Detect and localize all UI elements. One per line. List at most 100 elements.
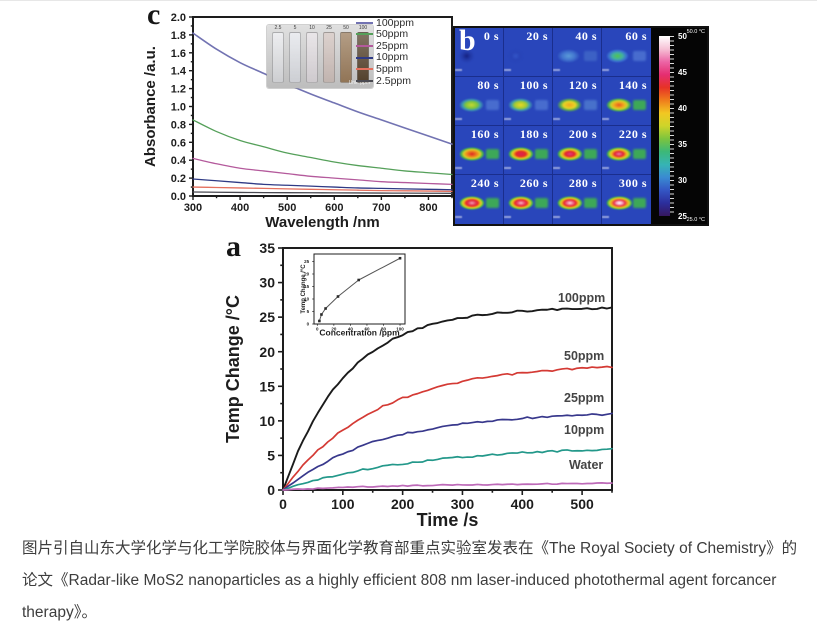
- svg-text:50ppm: 50ppm: [564, 349, 604, 363]
- frame-artifact: [602, 216, 609, 218]
- frame-artifact: [455, 216, 462, 218]
- thermal-hotspot: [606, 98, 633, 112]
- absorbance-chart: 300 400 500 600 700 800 0.0 0.2 0.4 0.6 0.8 1.0 1.2 1…: [142, 12, 453, 231]
- data-point: [324, 307, 327, 310]
- svg-text:0: 0: [316, 326, 319, 331]
- legend-entry: 50ppm: [356, 29, 414, 41]
- svg-text:Absorbance /a.u.: Absorbance /a.u.: [142, 46, 159, 167]
- legend-line-swatch: [356, 33, 373, 36]
- svg-text:0: 0: [267, 482, 275, 498]
- svg-text:0: 0: [307, 322, 310, 327]
- legend-label: 50ppm: [376, 28, 409, 41]
- frame-artifact: [455, 69, 462, 71]
- legend-label: 25ppm: [376, 39, 409, 52]
- caption-line-3: therapy》。: [22, 604, 97, 621]
- thermal-tail: [535, 198, 548, 208]
- svg-text:0.0: 0.0: [171, 191, 186, 203]
- page-top-divider: [0, 0, 817, 1]
- data-point: [318, 319, 321, 323]
- thermal-tail: [584, 51, 597, 61]
- thermal-frame-grid: 0 s 20 s 40 s 60 s 80 s 100 s 120 s 140 s 160 s 1…: [455, 28, 651, 224]
- frame-time-label: 0 s: [483, 29, 499, 43]
- cuvette-concentration-label: 10: [309, 25, 315, 31]
- svg-text:80: 80: [381, 326, 387, 331]
- svg-text:100: 100: [396, 326, 404, 331]
- scale-tick-label: 25: [678, 212, 687, 221]
- frame-time-label: 160 s: [470, 127, 499, 141]
- frame-artifact: [602, 69, 609, 71]
- svg-text:600: 600: [325, 202, 343, 214]
- frame-time-label: 100 s: [519, 78, 548, 92]
- scale-gradient: [659, 36, 670, 216]
- absorbance-legend: 100ppm 50ppm 25ppm 10ppm 5ppm 2.5ppm: [356, 17, 414, 87]
- thermal-tail: [486, 100, 499, 110]
- legend-line-swatch: [356, 44, 373, 47]
- svg-text:100: 100: [331, 496, 355, 512]
- thermal-hotspot: [508, 196, 535, 210]
- thermal-frame: 140 s: [602, 77, 651, 126]
- svg-text:500: 500: [570, 496, 594, 512]
- svg-text:20: 20: [304, 272, 310, 277]
- svg-text:25ppm: 25ppm: [564, 391, 604, 405]
- frame-artifact: [455, 167, 462, 169]
- absorbance-axes: 300 400 500 600 700 800 0.0 0.2 0.4 0.6 0.8 1.0 1.2 1…: [142, 12, 453, 231]
- svg-text:30: 30: [259, 275, 275, 291]
- frame-time-label: 60 s: [625, 29, 647, 43]
- scale-tick-label: 45: [678, 68, 687, 77]
- figure-caption: 图片引自山东大学化学与化工学院胶体与界面化学教育部重点实验室发表在《The Ro…: [22, 533, 804, 629]
- thermal-frame: 80 s: [455, 77, 504, 126]
- frame-artifact: [553, 69, 560, 71]
- frame-artifact: [602, 118, 609, 120]
- svg-text:0.6: 0.6: [171, 137, 186, 149]
- svg-text:25: 25: [304, 259, 310, 264]
- legend-entry: 5ppm: [356, 63, 414, 75]
- legend-label: 2.5ppm: [376, 74, 412, 87]
- thermal-hotspot: [459, 49, 475, 63]
- frame-artifact: [504, 167, 511, 169]
- thermal-tail: [486, 149, 499, 159]
- svg-text:400: 400: [231, 202, 249, 214]
- legend-line-swatch: [356, 79, 373, 82]
- scale-tick-label: 50: [678, 32, 687, 41]
- frame-time-label: 280 s: [568, 176, 597, 190]
- thermal-tail: [633, 51, 646, 61]
- thermal-tail: [633, 149, 646, 159]
- frame-time-label: 300 s: [618, 176, 647, 190]
- thermal-tail: [486, 198, 499, 208]
- svg-text:300: 300: [451, 496, 475, 512]
- thermal-frame: 200 s: [553, 126, 602, 175]
- svg-text:5: 5: [267, 447, 275, 463]
- unit-label: Unit: ppm: [348, 80, 370, 86]
- svg-text:10ppm: 10ppm: [564, 423, 604, 437]
- series-temp_change_vs_concentration_inset: [318, 257, 401, 322]
- series-10ppm: [192, 178, 453, 191]
- legend-line-swatch: [356, 56, 373, 59]
- frame-artifact: [504, 69, 511, 71]
- scale-tick-label: 40: [678, 104, 687, 113]
- legend-entry: 100ppm: [356, 17, 414, 29]
- thermal-tail: [535, 149, 548, 159]
- series-100ppm: [192, 32, 453, 145]
- data-point: [398, 256, 402, 260]
- cuvette: [340, 32, 352, 83]
- svg-text:20: 20: [331, 326, 337, 331]
- thermal-frame: 180 s: [504, 126, 553, 175]
- legend-label: 5ppm: [376, 62, 403, 75]
- thermal-frame: 260 s: [504, 175, 553, 224]
- svg-text:300: 300: [184, 202, 202, 214]
- thermal-hotspot: [508, 98, 534, 112]
- thermal-tail: [633, 100, 646, 110]
- thermal-frame: 160 s: [455, 126, 504, 175]
- svg-text:40: 40: [348, 326, 354, 331]
- svg-text:1.8: 1.8: [171, 30, 186, 42]
- series-2.5ppm: [192, 191, 453, 194]
- svg-text:1.0: 1.0: [171, 101, 186, 113]
- cuvette: [272, 32, 284, 83]
- frame-time-label: 180 s: [519, 127, 548, 141]
- data-point: [320, 313, 323, 316]
- thermal-frame: 0 s: [455, 28, 504, 77]
- thermal-hotspot: [459, 147, 486, 161]
- svg-text:35: 35: [259, 240, 275, 256]
- frame-time-label: 40 s: [575, 29, 597, 43]
